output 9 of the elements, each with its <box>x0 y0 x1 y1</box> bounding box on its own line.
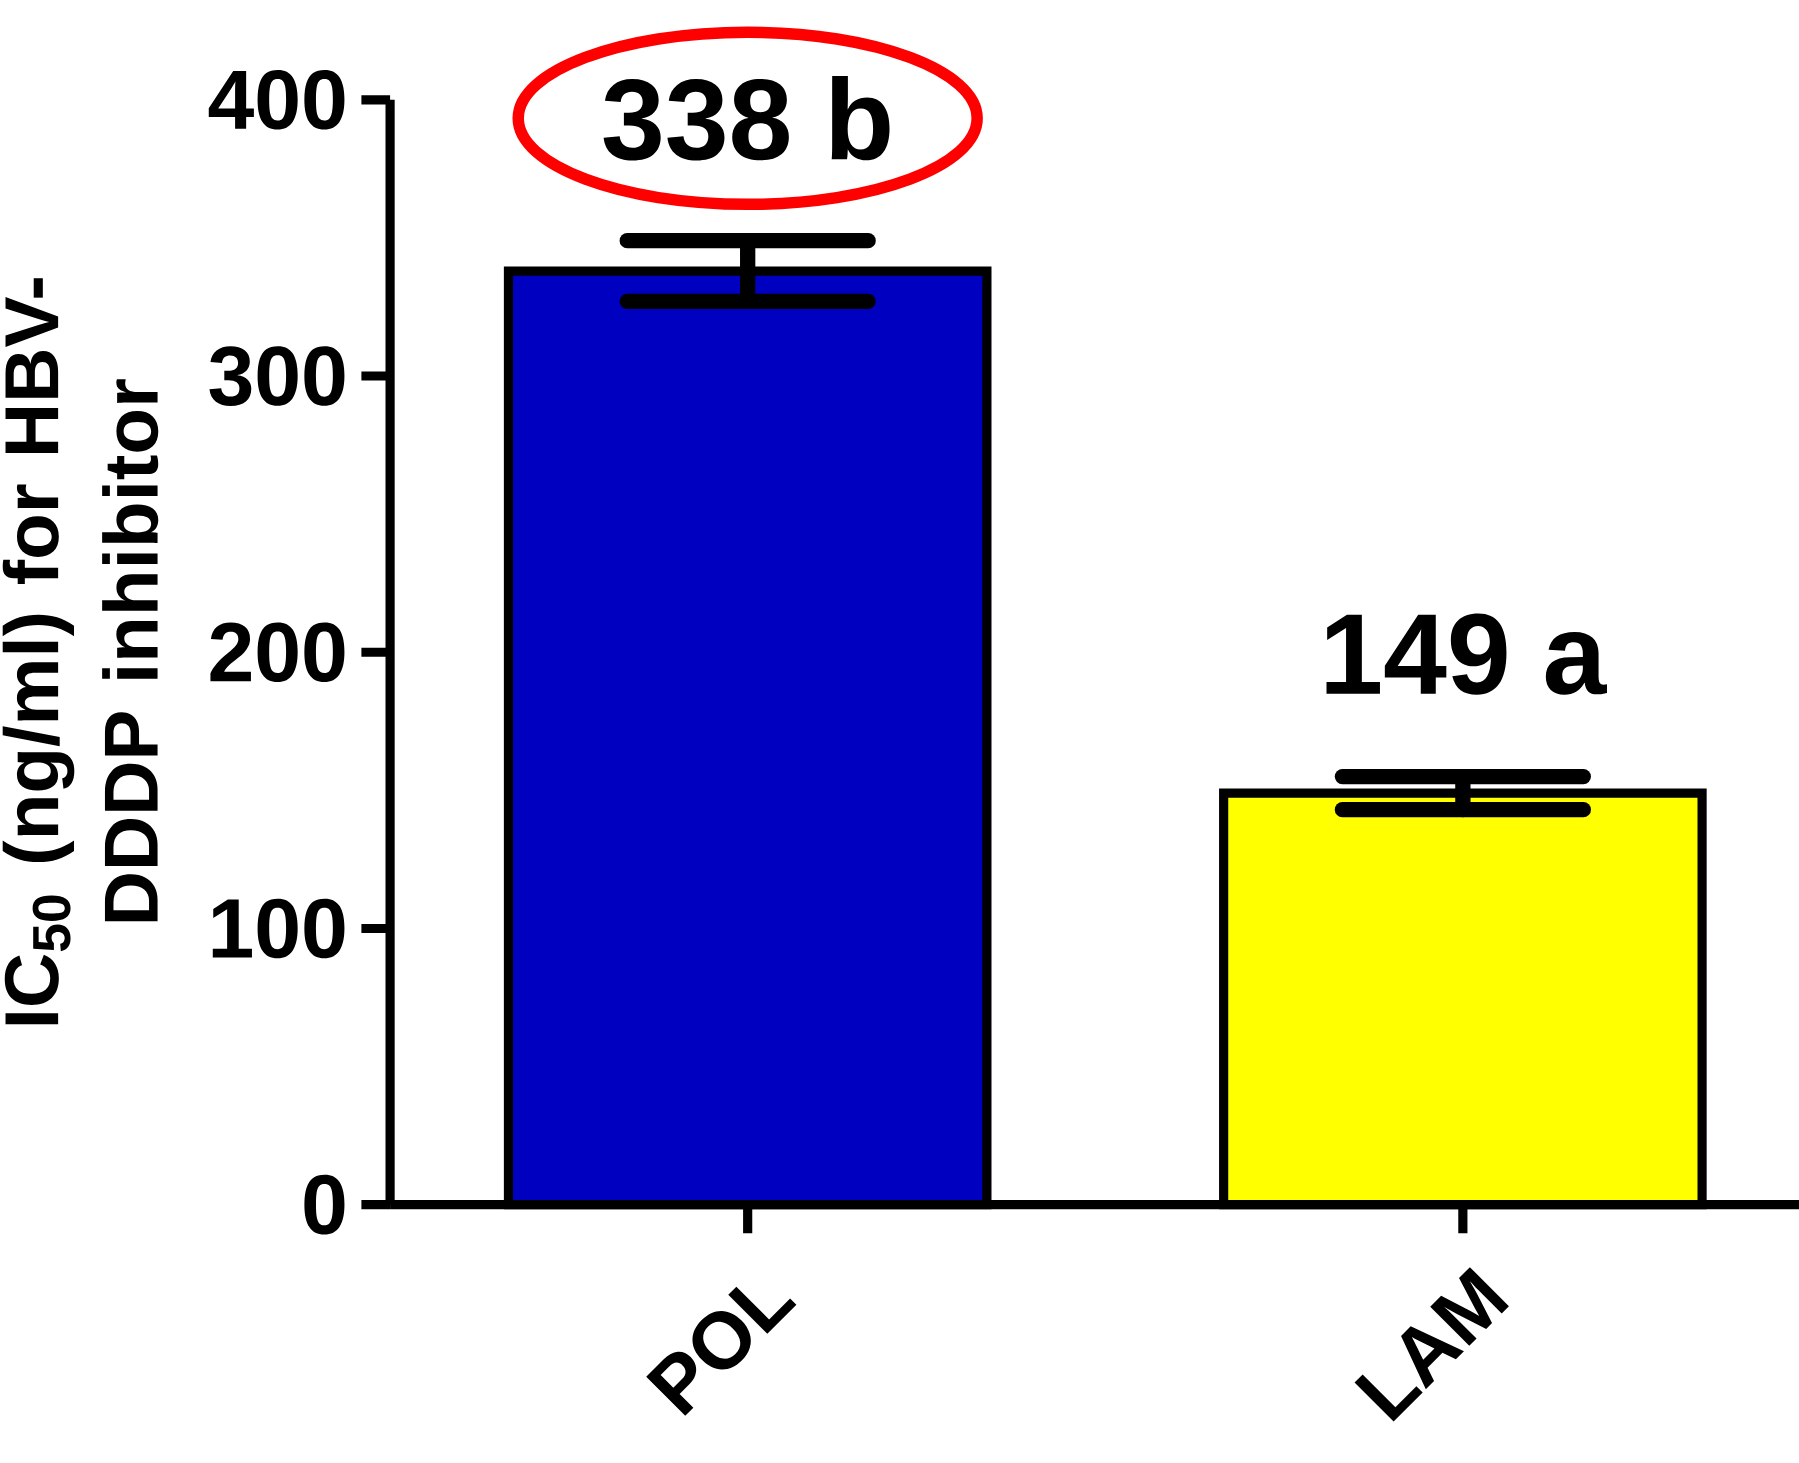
y-tick-label: 300 <box>209 346 345 406</box>
data-label: 149 a <box>1326 613 1607 695</box>
y-tick-label: 200 <box>210 622 345 683</box>
y-tick-label: 400 <box>208 70 345 130</box>
y-axis-title: IC$_{50}$ (ng/ml) for HBV-DDDP inhibitor <box>2 278 159 1025</box>
data-label: 338 b <box>603 76 890 161</box>
x-tick-label: POL <box>646 1286 797 1416</box>
y-tick-label: 100 <box>212 898 345 959</box>
y-tick-label: 0 <box>304 1174 345 1235</box>
